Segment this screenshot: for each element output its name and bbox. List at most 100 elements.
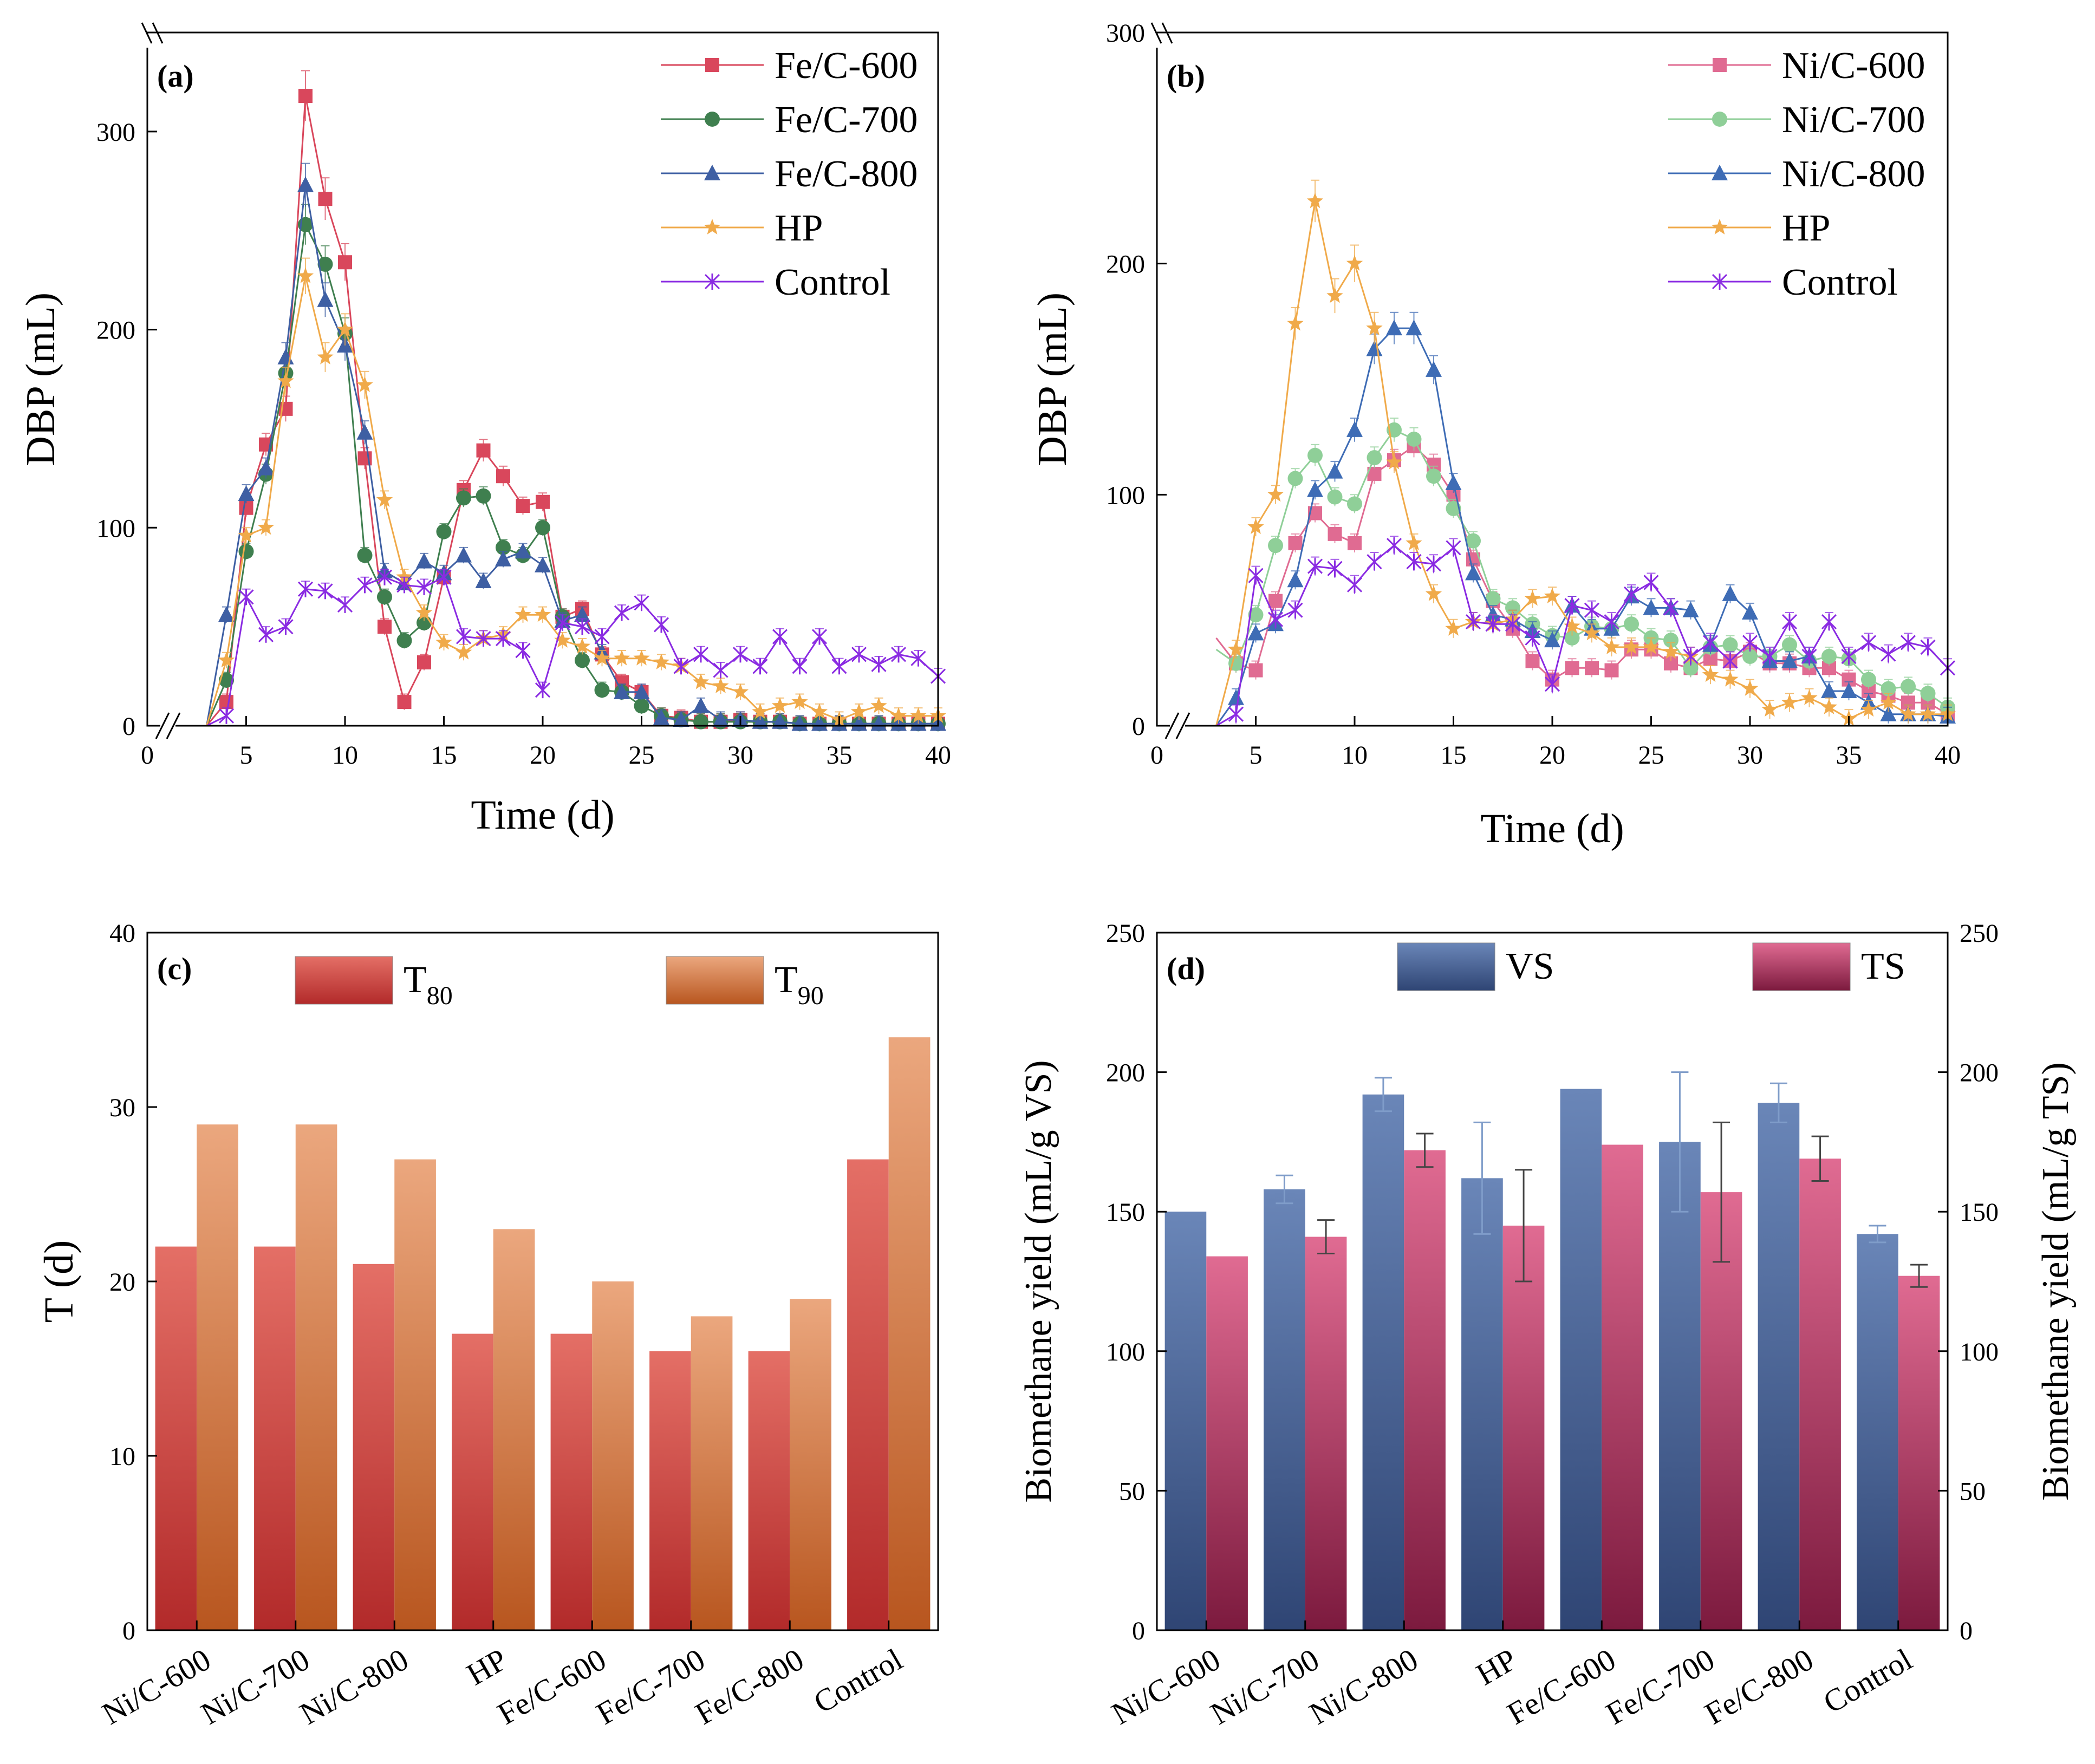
data-point bbox=[219, 695, 233, 709]
panel-b-label: (b) bbox=[1167, 58, 1205, 94]
data-point bbox=[1248, 607, 1264, 623]
data-point bbox=[752, 658, 768, 675]
panel-c-label: (c) bbox=[157, 951, 192, 986]
legend-item: T80 bbox=[295, 956, 453, 1010]
data-point bbox=[317, 583, 333, 600]
legend-marker bbox=[704, 274, 720, 290]
panel-a-xlabel: Time (d) bbox=[471, 792, 614, 838]
category-label: Fe/C-600 bbox=[1501, 1642, 1621, 1732]
data-point bbox=[476, 488, 491, 504]
y-tick-label: 200 bbox=[1106, 1059, 1145, 1088]
data-point bbox=[792, 658, 808, 675]
data-point bbox=[732, 646, 749, 663]
data-point bbox=[752, 713, 769, 729]
bar-t90 bbox=[790, 1299, 831, 1630]
panel-c-ylabel: T (d) bbox=[36, 1240, 82, 1323]
data-point bbox=[1702, 666, 1719, 682]
legend-label: Ni/C-800 bbox=[1782, 153, 1925, 195]
data-point bbox=[1781, 694, 1798, 710]
panel-b-axes: 0 5 10 15 20 25 30 35 40 0 100 200 300 bbox=[1106, 19, 1961, 770]
bar-t80 bbox=[550, 1333, 593, 1630]
data-point bbox=[435, 634, 452, 650]
data-point bbox=[732, 683, 749, 699]
data-point bbox=[1821, 682, 1837, 698]
data-point bbox=[417, 655, 431, 669]
data-point bbox=[516, 499, 530, 513]
series-line bbox=[1215, 327, 1948, 726]
data-point bbox=[297, 581, 314, 597]
legend-item: Ni/C-700 bbox=[1668, 99, 1925, 141]
data-point bbox=[634, 595, 649, 611]
legend-item: TS bbox=[1752, 942, 1905, 991]
data-point bbox=[1485, 606, 1501, 622]
bar-t90 bbox=[592, 1281, 634, 1630]
data-point bbox=[1860, 634, 1877, 651]
panel-b-legend: Ni/C-600 Ni/C-700 Ni/C-800 HP Control bbox=[1668, 45, 1925, 303]
panel-b-ylabel: DBP (mL) bbox=[1030, 292, 1075, 466]
data-point bbox=[1426, 468, 1441, 484]
data-point bbox=[870, 715, 887, 731]
data-point bbox=[1348, 536, 1362, 550]
data-point bbox=[1485, 591, 1501, 607]
data-point bbox=[1643, 574, 1659, 591]
data-point bbox=[376, 491, 393, 507]
legend-marker bbox=[705, 58, 719, 72]
data-point bbox=[1564, 617, 1580, 634]
bar-t80 bbox=[748, 1351, 790, 1630]
panel-a-label: (a) bbox=[157, 58, 194, 94]
error-bar bbox=[1416, 1132, 1434, 1168]
x-tick-label: 10 bbox=[332, 741, 358, 770]
legend-label: T90 bbox=[775, 959, 824, 1010]
bar-t90 bbox=[394, 1159, 436, 1630]
bar-t80 bbox=[452, 1333, 493, 1630]
series-line bbox=[206, 576, 939, 727]
data-point bbox=[1880, 705, 1897, 721]
data-point bbox=[258, 626, 274, 643]
legend-item: Fe/C-600 bbox=[661, 45, 918, 87]
data-point bbox=[297, 176, 314, 192]
data-point bbox=[693, 646, 709, 663]
data-point bbox=[594, 649, 610, 666]
data-point bbox=[1741, 680, 1759, 696]
data-point bbox=[1288, 536, 1303, 550]
data-point bbox=[1287, 602, 1303, 619]
bar-t90 bbox=[691, 1316, 733, 1630]
panel-a-ylabel: DBP (mL) bbox=[18, 292, 63, 466]
data-point bbox=[614, 604, 630, 621]
data-point bbox=[1406, 320, 1422, 336]
bar-ts bbox=[1898, 1275, 1940, 1630]
series-line bbox=[1215, 445, 1948, 715]
data-point bbox=[555, 614, 570, 631]
bar-t80 bbox=[649, 1351, 691, 1630]
data-point bbox=[1406, 431, 1422, 447]
data-point bbox=[1762, 648, 1778, 665]
data-point bbox=[1524, 590, 1541, 606]
y-tick-label-right: 250 bbox=[1960, 919, 1999, 948]
x-tick-label: 25 bbox=[629, 741, 655, 770]
series-line bbox=[1215, 544, 1949, 727]
data-point bbox=[1881, 646, 1896, 662]
data-point bbox=[1287, 471, 1303, 486]
data-point bbox=[535, 556, 551, 572]
panel-b-plot bbox=[1215, 179, 1956, 727]
data-point bbox=[1920, 639, 1936, 655]
data-point bbox=[1544, 588, 1561, 603]
data-point bbox=[297, 267, 314, 283]
data-point bbox=[495, 550, 511, 567]
data-point bbox=[910, 650, 926, 667]
data-point bbox=[752, 703, 769, 719]
error-bar bbox=[1276, 1174, 1293, 1205]
data-point bbox=[1564, 597, 1580, 614]
category-label: HP bbox=[1471, 1642, 1523, 1692]
data-point bbox=[396, 633, 412, 648]
error-bar bbox=[1713, 1121, 1730, 1263]
data-point bbox=[416, 552, 432, 569]
legend-item: Ni/C-800 bbox=[1668, 153, 1925, 195]
legend-label: T80 bbox=[404, 959, 453, 1010]
data-point bbox=[653, 709, 669, 725]
data-point bbox=[455, 643, 472, 660]
data-point bbox=[1267, 486, 1284, 502]
data-point bbox=[1781, 614, 1798, 630]
bar-ts bbox=[1502, 1225, 1545, 1630]
